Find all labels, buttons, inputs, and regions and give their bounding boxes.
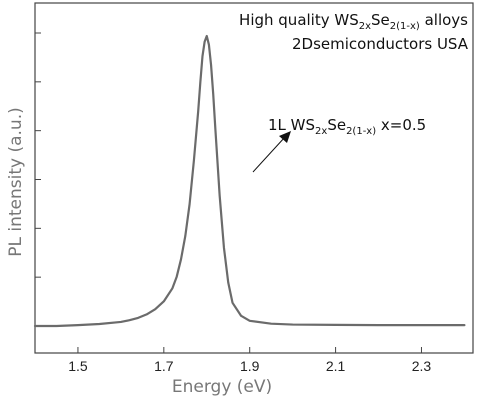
sample-annotation: 1L WS2xSe2(1-x) x=0.5	[268, 116, 426, 137]
annotation-arrow	[252, 131, 291, 173]
x-tick-label: 1.7	[154, 358, 174, 374]
plot-frame	[34, 2, 474, 354]
y-axis-label: PL intensity (a.u.)	[6, 107, 26, 257]
annotation-arrow-shaft	[252, 136, 286, 173]
axes	[34, 2, 474, 354]
x-tick-label: 2.1	[326, 358, 346, 374]
x-tick-label: 1.5	[68, 358, 88, 374]
x-axis-label: Energy (eV)	[172, 377, 272, 397]
y-ticks	[35, 32, 41, 327]
top-annotation-line2: 2Dsemiconductors USA	[292, 35, 469, 53]
x-tick-label: 2.3	[412, 358, 432, 374]
x-tick-label: 1.9	[240, 358, 260, 374]
series-line	[33, 34, 466, 328]
top-annotation-line1: High quality WS2xSe2(1-x) alloys	[239, 11, 468, 32]
x-ticks: 1.5 1.7 1.9 2.1 2.3	[68, 347, 431, 374]
annotation-arrow-head	[279, 131, 291, 143]
